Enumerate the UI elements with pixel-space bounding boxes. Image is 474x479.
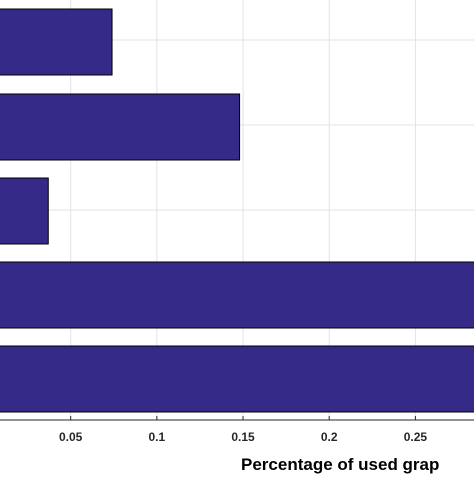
bar: [0, 177, 49, 245]
bars: [0, 8, 474, 413]
x-axis: 0.05 0.1 0.15 0.2 0.25: [0, 416, 474, 444]
bar: [0, 8, 113, 76]
bar: [0, 345, 474, 413]
bar: [0, 261, 474, 329]
x-tick-label: 0.1: [149, 430, 166, 444]
x-axis-label: Percentage of used grap: [241, 455, 439, 474]
x-tick-label: 0.05: [59, 430, 83, 444]
x-tick-label: 0.2: [321, 430, 338, 444]
bar: [0, 93, 241, 161]
x-tick-label: 0.15: [231, 430, 255, 444]
x-tick-label: 0.25: [404, 430, 428, 444]
